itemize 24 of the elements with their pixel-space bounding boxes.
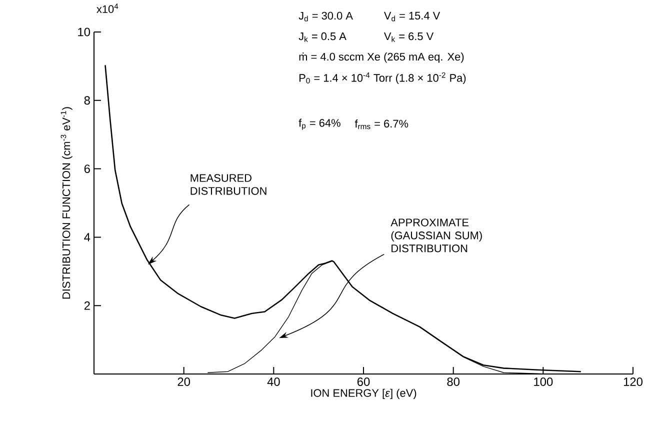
annotation: f$_{p}$ = 64% [298, 118, 340, 130]
x-tick-label: 100 [534, 378, 553, 386]
x-tick-label: 20 [178, 378, 190, 386]
annotation: P$_{0}$ = 1.4 × 10$^{-4}$ Torr (1.8 × 10$^{-2}$ Pa) [299, 72, 466, 84]
annotation: MEASURED DISTRIBUTION [190, 174, 266, 195]
x-tick-label: 120 [624, 378, 643, 386]
x-axis-title: ION ENERGY [ε] (eV) [311, 388, 416, 400]
annotation: ṁ = 4.0 sccm Xe (265 mA eq. Xe) [299, 52, 464, 63]
x-tick-label: 60 [357, 378, 370, 386]
y-tick-label: 2 [84, 301, 90, 310]
annotation: J$_{k}$ = 0.5 A [298, 32, 346, 42]
text: J$_{d}$ = 30.0 A [298, 12, 353, 22]
y-tick-label: 8 [84, 96, 90, 105]
annotation: f$_{rms}$ = 6.7% [354, 120, 408, 130]
y-tick-label: 6 [84, 164, 90, 174]
x-tick-label: 40 [267, 378, 280, 386]
x-tick-label: 80 [447, 378, 460, 386]
annotation: APPROXIMATE (GAUSSIAN SUM) DISTRIBUTION [390, 218, 482, 252]
annotation: V$_{k}$ = 6.5 V [384, 32, 434, 42]
text: V$_{d}$ = 15.4 V [384, 12, 440, 22]
text: x10$^{4}$ [96, 4, 118, 13]
y-tick-label: 4 [84, 233, 90, 242]
y-axis-title: DISTRIBUTION FUNCTION (cm$^{-3}$ eV$^{-1}$) [60, 107, 72, 299]
y-tick-label: 10 [78, 28, 90, 36]
